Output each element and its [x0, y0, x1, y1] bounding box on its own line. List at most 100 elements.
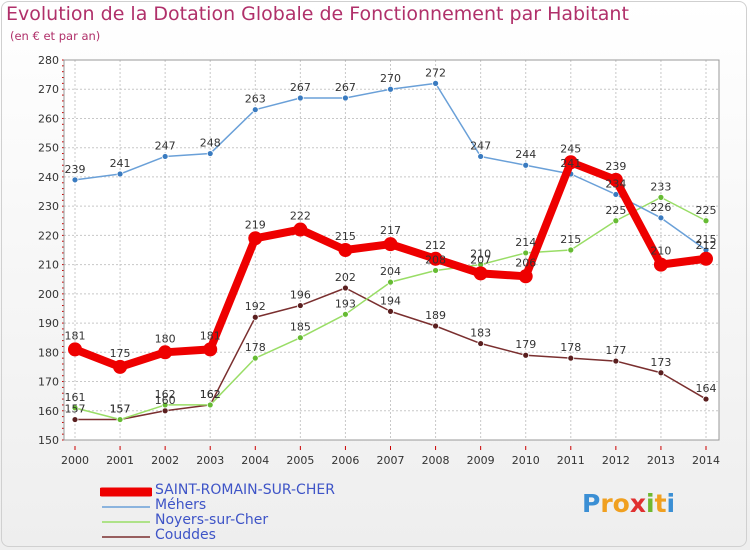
data-point	[68, 342, 82, 357]
data-label: 210	[650, 245, 671, 258]
data-point	[387, 307, 394, 315]
data-label: 185	[290, 321, 311, 334]
data-label: 244	[515, 148, 536, 161]
data-point	[296, 334, 304, 342]
data-point	[342, 310, 349, 318]
data-label: 178	[560, 341, 581, 354]
data-label: 233	[650, 180, 671, 193]
data-point	[567, 354, 575, 362]
data-label: 234	[605, 177, 626, 190]
data-point	[338, 243, 353, 257]
data-point	[477, 153, 485, 160]
logo-letter: o	[612, 489, 630, 518]
data-point	[248, 231, 263, 246]
data-point	[251, 106, 259, 114]
data-point	[473, 266, 488, 281]
data-point	[203, 342, 218, 357]
data-point	[477, 340, 485, 347]
data-label: 217	[380, 224, 401, 237]
x-tick-label: 2010	[512, 454, 540, 467]
data-point	[206, 401, 214, 409]
chart-title: Evolution de la Dotation Globale de Fonc…	[6, 3, 629, 25]
data-label: 181	[65, 329, 86, 342]
data-label: 222	[290, 210, 311, 223]
y-tick-label: 170	[38, 376, 59, 389]
y-tick-label: 190	[38, 317, 59, 330]
x-tick-label: 2011	[557, 454, 585, 467]
data-label: 162	[200, 388, 221, 401]
data-point	[251, 313, 259, 321]
data-label: 215	[696, 233, 717, 246]
legend-label-mehers: Méhers	[155, 497, 207, 513]
x-tick-label: 2012	[602, 454, 630, 467]
data-label: 162	[200, 388, 221, 401]
x-tick-label: 2005	[286, 454, 314, 467]
x-tick-label: 2007	[377, 454, 405, 467]
x-tick-label: 2001	[106, 454, 134, 467]
data-label: 247	[470, 139, 491, 152]
data-label: 173	[650, 356, 671, 369]
logo-letter: x	[629, 489, 646, 518]
data-label: 272	[425, 66, 446, 79]
x-tick-label: 2013	[647, 454, 675, 467]
data-point	[567, 246, 575, 254]
data-label: 248	[200, 137, 221, 150]
data-label: 245	[560, 142, 581, 155]
data-point	[161, 407, 169, 415]
data-point	[342, 94, 349, 102]
logo-letter: P	[582, 489, 601, 518]
data-point	[657, 369, 665, 377]
data-label: 193	[335, 297, 356, 310]
data-label: 241	[560, 157, 581, 170]
legend-label-noyers: Noyers-sur-Cher	[155, 512, 269, 528]
data-label: 202	[335, 271, 356, 284]
data-point	[702, 217, 710, 225]
data-label: 157	[110, 403, 131, 416]
data-label: 179	[515, 338, 536, 351]
y-tick-label: 180	[38, 346, 59, 359]
data-label: 212	[696, 239, 717, 252]
data-label: 192	[245, 300, 266, 313]
x-tick-label: 2003	[196, 454, 224, 467]
x-tick-label: 2009	[467, 454, 495, 467]
data-label: 206	[515, 256, 536, 269]
logo-letter: t	[654, 489, 667, 518]
y-tick-label: 280	[38, 54, 59, 67]
data-label: 161	[65, 391, 86, 404]
data-point	[612, 191, 620, 198]
data-point	[518, 269, 533, 284]
data-point	[342, 284, 349, 292]
data-point	[432, 322, 439, 330]
x-tick-label: 2008	[422, 454, 450, 467]
data-point	[428, 251, 443, 266]
data-point	[383, 237, 398, 252]
data-label: 267	[335, 81, 356, 94]
data-label: 183	[470, 327, 491, 340]
data-point	[71, 404, 79, 412]
data-point	[522, 249, 530, 257]
data-label: 204	[380, 265, 401, 278]
data-label: 219	[245, 218, 266, 231]
data-point	[161, 153, 169, 160]
data-point	[293, 222, 308, 237]
data-label: 160	[155, 394, 176, 407]
data-point	[206, 150, 214, 157]
data-label: 175	[110, 347, 131, 360]
data-point	[296, 94, 304, 102]
x-tick-label: 2002	[151, 454, 179, 467]
data-point	[699, 251, 713, 266]
x-tick-label: 2014	[692, 454, 720, 467]
data-label: 194	[380, 294, 401, 307]
data-label: 226	[650, 201, 671, 214]
data-point	[657, 214, 665, 222]
data-point	[158, 345, 173, 360]
proxiti-logo: Proxiti	[582, 489, 675, 518]
data-label: 239	[65, 163, 86, 176]
data-label: 215	[335, 230, 356, 243]
data-point	[657, 193, 665, 201]
y-tick-label: 210	[38, 259, 59, 272]
data-label: 225	[605, 204, 626, 217]
data-label: 177	[605, 344, 626, 357]
